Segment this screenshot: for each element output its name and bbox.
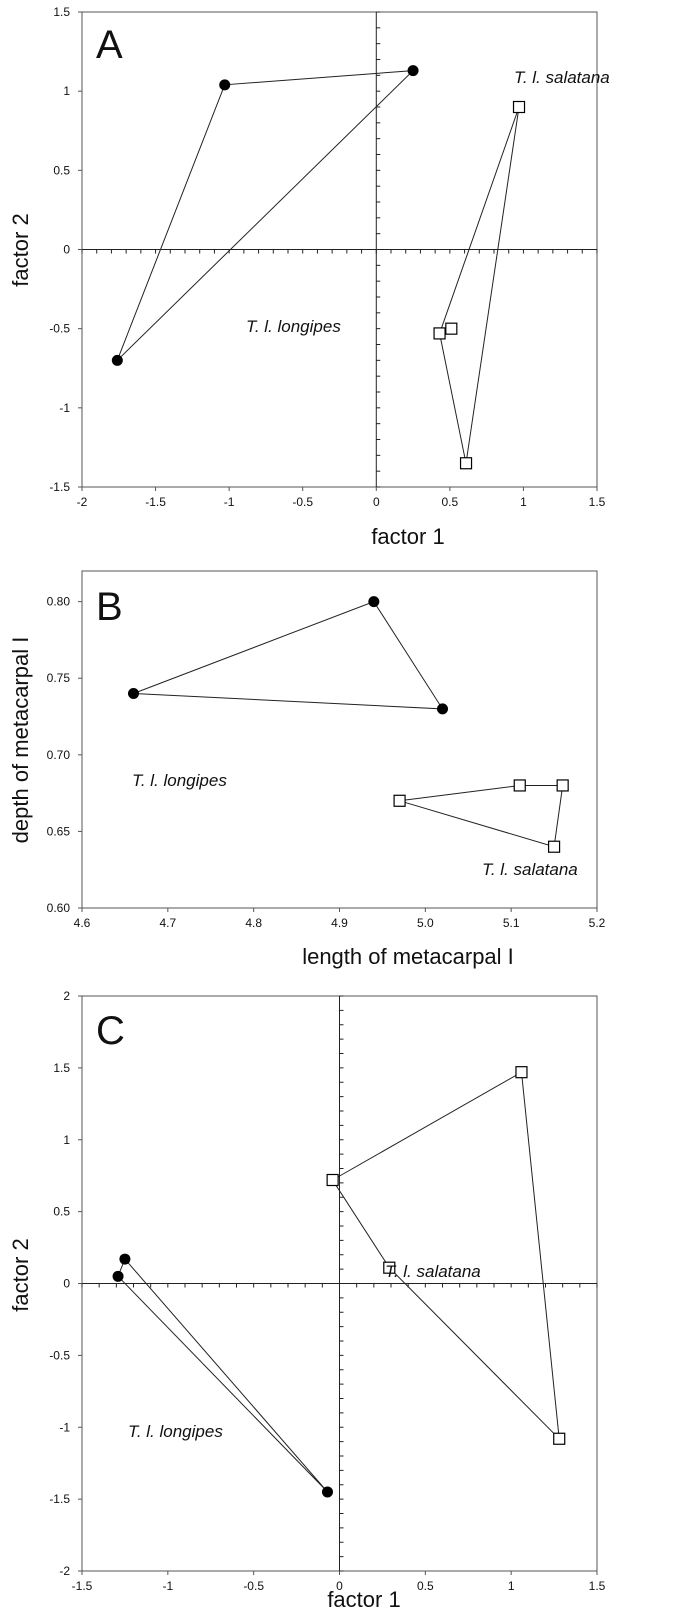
data-point-longipes — [112, 1270, 124, 1282]
x-tick-label: 1 — [508, 1579, 515, 1593]
y-tick-label: -1 — [59, 1420, 70, 1434]
x-tick-label: 1 — [520, 495, 527, 509]
x-tick-label: -1 — [162, 1579, 173, 1593]
series-label-longipes: T. l. longipes — [132, 771, 227, 790]
data-point-salatana — [515, 1066, 528, 1079]
hull-longipes — [133, 600, 444, 710]
data-point-salatana — [512, 100, 526, 114]
data-point-salatana — [547, 840, 561, 853]
x-tick-label: 1.5 — [589, 495, 606, 509]
panel-c: -1.5 -1 -0.5 0 0.5 1 1.5-2-1.5-1-0.500.511.52f… — [8, 989, 606, 1610]
x-tick-label: 0.5 — [442, 495, 459, 509]
data-point-salatana — [383, 1261, 396, 1274]
data-point-longipes — [219, 79, 231, 91]
x-tick-label: -1 — [224, 495, 235, 509]
panel-b: 4.6 4.7 4.8 4.9 5.0 5.1 5.2 0.60 0.65 0.70 0.75 0.8… — [8, 570, 606, 969]
y-tick-label: 0.5 — [53, 163, 70, 177]
y-tick-label: -0.5 — [49, 322, 70, 336]
data-point-salatana — [556, 779, 569, 792]
plot-frame — [81, 570, 598, 909]
y-tick-label: 0.60 — [47, 901, 71, 915]
data-point-longipes — [119, 1253, 131, 1265]
hull-salatana — [331, 1071, 560, 1441]
y-tick-label: -2 — [59, 1564, 70, 1578]
hull-longipes — [116, 69, 415, 361]
y-axis-label: factor 2 — [8, 1238, 33, 1311]
series-label-salatana: T. l. salatana — [482, 860, 578, 879]
x-tick-label: -0.5 — [243, 1579, 264, 1593]
x-tick-label: 5.2 — [589, 916, 606, 930]
x-tick-label: 5.0 — [417, 916, 434, 930]
x-tick-label: -1.5 — [72, 1579, 93, 1593]
y-tick-label: 1 — [63, 1133, 70, 1147]
y-tick-label: 1 — [63, 84, 70, 98]
data-point-longipes — [321, 1486, 333, 1498]
y-tick-label: 0.70 — [47, 748, 71, 762]
y-tick-label: -1.5 — [49, 480, 70, 494]
y-axis-label: factor 2 — [8, 213, 33, 286]
y-tick-label: 1.5 — [53, 1061, 70, 1075]
x-tick-label: 0 — [373, 495, 380, 509]
panel-a: -2 -1.5 -1 -0.5 0 0.5 1 1.5 -1.5 -1 -0.5 0 0.5 1 1.5 fa… — [8, 5, 610, 549]
y-tick-label: -1.5 — [49, 1492, 70, 1506]
x-tick-label: 0.5 — [417, 1579, 434, 1593]
x-tick-label: 5.1 — [503, 916, 520, 930]
data-point-salatana — [445, 322, 458, 335]
y-axis-label: depth of metacarpal I — [8, 637, 33, 844]
panel-letter: B — [96, 585, 123, 629]
panel-letter: A — [96, 23, 123, 67]
series-label-salatana: T. l. salatana — [514, 68, 610, 87]
hull-longipes — [117, 1258, 328, 1493]
y-tick-label: 0.65 — [47, 824, 71, 838]
data-point-longipes — [368, 596, 380, 608]
y-tick-label: -1 — [59, 401, 70, 415]
x-tick-label: -2 — [77, 495, 88, 509]
data-point-salatana — [459, 457, 473, 470]
y-tick-label: 0 — [63, 243, 70, 257]
x-tick-label: 0 — [336, 1579, 343, 1593]
y-tick-label: 0 — [63, 1277, 70, 1291]
data-point-salatana — [513, 779, 526, 792]
x-tick-label: -1.5 — [145, 495, 166, 509]
data-point-longipes — [437, 703, 448, 715]
panel-letter: C — [96, 1009, 125, 1053]
y-tick-label: -0.5 — [49, 1348, 70, 1362]
x-axis-label: factor 1 — [327, 1587, 400, 1610]
y-tick-label: 1.5 — [53, 5, 70, 19]
x-axis-label: factor 1 — [371, 524, 444, 549]
y-tick-label: 0.5 — [53, 1205, 70, 1219]
y-tick-label: 2 — [63, 989, 70, 1003]
x-tick-label: 4.8 — [245, 916, 262, 930]
data-point-longipes — [111, 354, 123, 366]
x-tick-label: 4.9 — [331, 916, 348, 930]
x-tick-label: 4.6 — [74, 916, 91, 930]
hull-salatana — [399, 785, 564, 848]
data-point-salatana — [393, 794, 406, 807]
y-tick-label: 0.75 — [47, 671, 71, 685]
x-tick-label: -0.5 — [292, 495, 313, 509]
hull-salatana — [439, 106, 520, 464]
data-point-salatana — [433, 327, 446, 340]
x-axis-label: length of metacarpal I — [302, 944, 514, 969]
y-tick-label: 0.80 — [47, 595, 71, 609]
series-label-longipes: T. l. longipes — [246, 317, 341, 336]
data-point-salatana — [553, 1432, 566, 1445]
data-point-salatana — [326, 1173, 339, 1187]
series-label-longipes: T. l. longipes — [128, 1422, 223, 1441]
x-tick-label: 4.7 — [159, 916, 176, 930]
data-point-longipes — [128, 688, 139, 700]
data-point-longipes — [407, 65, 419, 77]
x-tick-label: 1.5 — [589, 1579, 606, 1593]
series-label-salatana: T. l. salatana — [385, 1262, 481, 1281]
